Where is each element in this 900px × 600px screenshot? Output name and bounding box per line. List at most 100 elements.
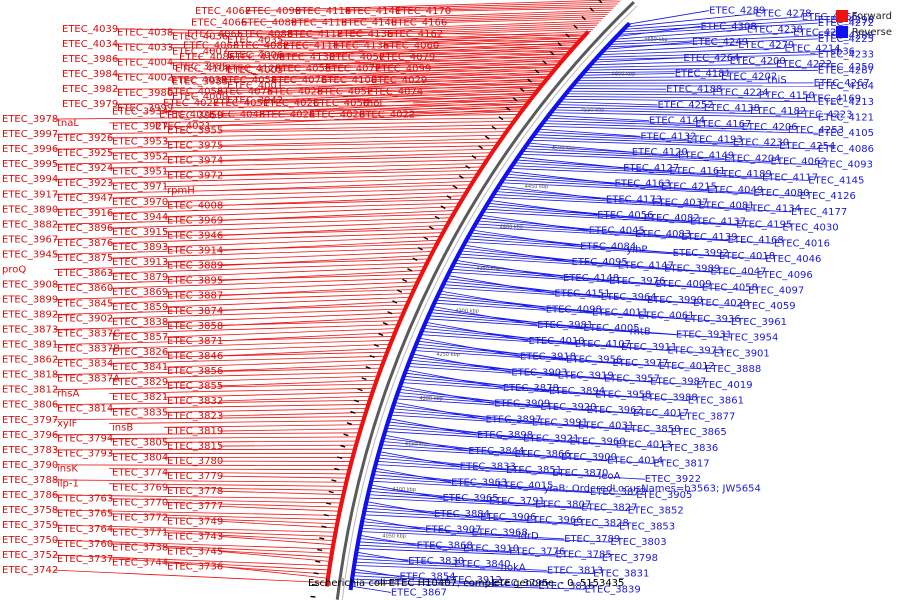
rev-connector [355,544,556,556]
rev-connector [574,79,768,81]
rev-gene-label: ETEC_3906 [480,512,536,523]
rev-connector [424,318,723,339]
rev-gene-label: rhtB [630,326,651,337]
fwd-gene-label: ETEC_4033 [117,43,173,54]
fwd-connector [108,202,463,214]
top-connector [236,20,602,35]
fwd-gene-label: ETEC_3951 [112,167,168,178]
fwd-connector [108,145,500,154]
ring-tick [527,78,532,83]
rev-gene-label: ETEC_4121 [818,113,874,124]
fwd-connector [108,468,352,471]
fwd-connector [218,444,359,447]
rev-gene-label: ETEC_3807 [535,499,591,510]
rev-connector [492,190,699,206]
ring-tick [417,246,423,251]
fwd-connector [163,517,340,525]
rev-connector [418,334,714,354]
rev-gene-label: ETEC_4250 [818,62,874,73]
fwd-connector [53,169,483,180]
rev-connector [603,38,818,48]
top-gene-label: ETEC_4102 [175,64,231,75]
rev-gene-label: ETEC_4173 [606,194,662,205]
rev-gene-label: ETEC_3954 [722,333,778,344]
rev-gene-label: ETEC_4265 [802,12,858,23]
ring-tick [365,366,371,370]
rev-connector [513,159,670,172]
fwd-connector [163,206,461,218]
fwd-connector [163,235,444,248]
top-connector [216,75,552,92]
rev-gene-label: ETEC_4145 [808,175,864,186]
rev-connector [567,88,667,90]
fwd-connector [108,308,408,319]
fwd-gene-label: ETEC_3760 [57,539,113,550]
rev-connector [439,287,740,307]
fwd-connector [218,520,339,529]
rev-gene-label: hokA [501,562,526,573]
fwd-connector [163,191,470,203]
fwd-connector [163,250,436,263]
fwd-gene-label: ETEC_3971 [112,182,168,193]
fwd-connector [218,428,363,432]
fwd-gene-label: ETEC_3826 [112,347,168,358]
fwd-connector [163,107,527,112]
rev-gene-label: ETEC_4059 [739,301,795,312]
fwd-connector [278,69,557,72]
top-connector [282,33,589,46]
fwd-gene-label: ETEC_3765 [57,509,113,520]
rev-gene-label: ETEC_3965 [442,493,498,504]
top-connector [362,94,538,104]
scale-tick-label: 4300 kbp [455,308,479,314]
rev-gene-label: ETEC_4195 [736,219,792,230]
feature-glyphs [310,0,631,598]
rev-connector [374,460,599,477]
rev-connector [519,150,771,162]
top-gene-label: ETEC_4112 [287,29,343,40]
rev-gene-label: ETEC_4262 [793,28,849,39]
ring-tick [326,502,332,505]
fwd-connector [108,371,382,379]
rev-connector [552,106,751,112]
rev-gene-label: ETEC_3987 [650,377,706,388]
rev-connector [585,63,776,68]
rev-gene-label: ETEC_4012 [659,361,715,372]
rev-gene-label: ETEC_4134 [745,204,801,215]
rev-gene-label: ETEC_3988 [642,392,698,403]
rev-gene-label: ETEC_4126 [800,191,856,202]
top-connector [416,84,545,92]
top-connector [336,24,598,35]
fwd-connector [113,58,565,62]
fwd-connector [218,490,346,496]
top-connector [240,9,612,23]
rev-gene-label: ETEC_4206 [741,122,797,133]
rev-gene-label: ETEC_3936 [685,314,741,325]
rev-connector [445,274,555,295]
top-connector [408,108,527,115]
rev-gene-label: ETEC_4083 [635,229,691,240]
top-connector [212,87,543,104]
fwd-connector [108,339,395,349]
rev-gene-label: ETEC_3868 [417,540,473,551]
rev-gene-label: ETEC_3791 [489,496,545,507]
legend-forward-label: Forward [851,10,892,22]
fwd-gene-label: ETEC_3994 [2,174,58,185]
fwd-gene-label: ETEC_3743 [167,531,223,542]
rev-gene-label: ETEC_4308 [701,21,757,32]
rev-connector [436,293,593,313]
rev-gene-label: ETEC_3831 [593,569,649,580]
rev-gene-label: ETEC_4279 [738,40,794,51]
rev-connector [453,259,563,279]
rev-gene-label: ETEC_4105 [818,128,874,139]
fwd-gene-label: ETEC_3983 [172,77,228,88]
rev-gene-label: leoA [599,471,621,482]
top-connector [424,62,564,69]
fwd-connector [218,475,350,479]
top-gene-label: ETEC_4024 [259,110,315,121]
rev-connector [537,125,818,134]
fwd-connector [53,464,353,467]
rev-gene-label: ETEC_3817 [653,458,709,469]
top-connector [294,1,620,12]
rev-gene-label: ETEC_4132 [640,131,696,142]
rev-connector [583,66,818,71]
